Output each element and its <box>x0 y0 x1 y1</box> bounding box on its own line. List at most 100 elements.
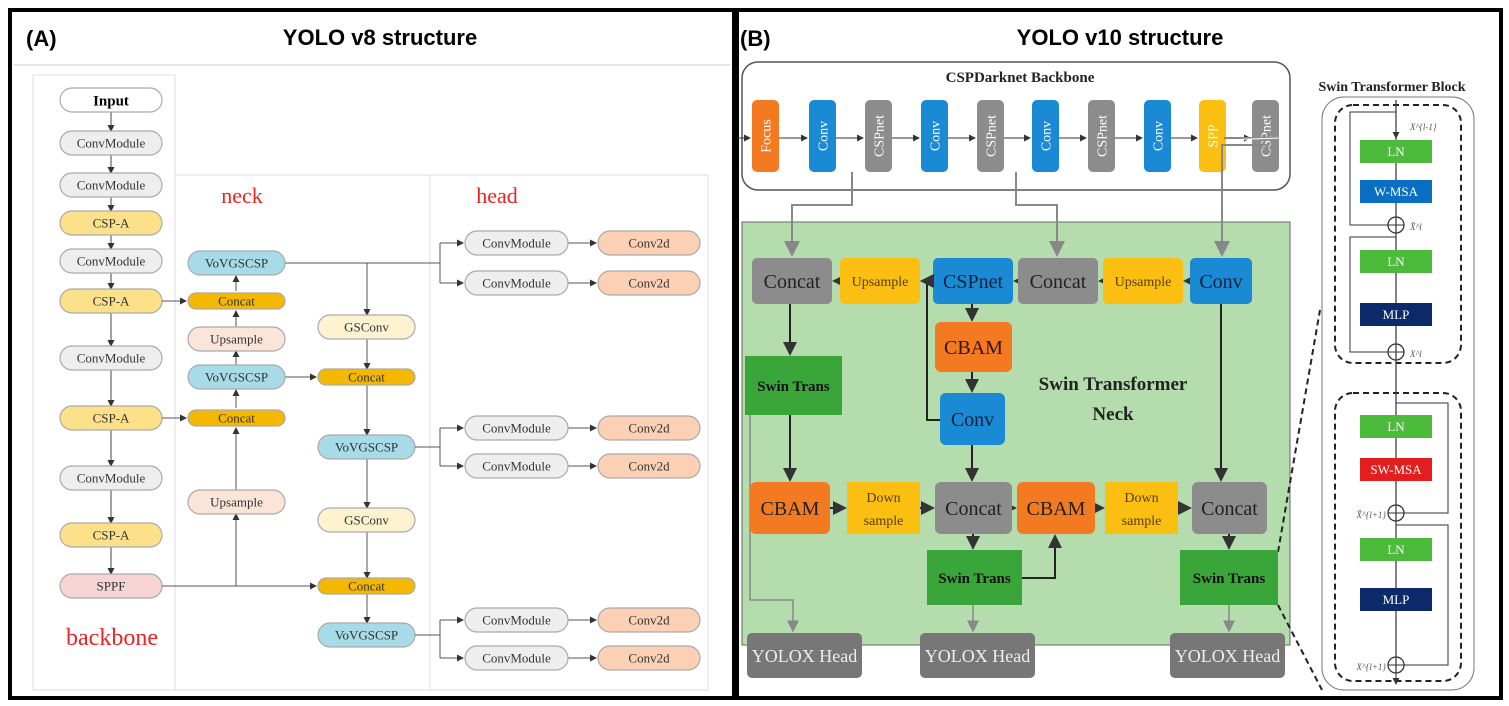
head-convmodule-4-shape <box>464 607 569 633</box>
connector-arrow <box>1224 137 1279 140</box>
backbone-node-10[interactable]: SPPF <box>59 573 163 599</box>
neck-row1-node-0[interactable]: Concat <box>752 258 832 304</box>
neck-row2-node-0[interactable]: CBAM <box>750 482 830 534</box>
swin-block-mlp-3[interactable]: MLP <box>1360 303 1432 326</box>
head-convmodule-2-label: ConvModule <box>482 421 551 436</box>
neck-col2-node-5[interactable]: VoVGSCSP <box>317 622 416 648</box>
head-convmodule-3[interactable]: ConvModule <box>464 453 569 479</box>
head-conv2d-1-label: Conv2d <box>628 276 670 291</box>
neck-cbam-mid-label: CBAM <box>944 337 1003 359</box>
head-convmodule-3-label: ConvModule <box>482 459 551 474</box>
neck-row2-node-2[interactable]: Concat <box>935 482 1012 534</box>
swin-block-ln-0[interactable]: LN <box>1360 140 1432 163</box>
head-conv2d-2[interactable]: Conv2d <box>597 415 701 441</box>
yolox-head-0[interactable]: YOLOX Head <box>747 633 862 678</box>
swin-trans-right[interactable]: Swin Trans <box>1180 550 1278 605</box>
backbone-block-6[interactable]: CSPnet <box>1088 100 1115 172</box>
backbone-node-0[interactable]: Input <box>59 87 163 113</box>
backbone-node-0-shape <box>59 87 163 113</box>
yolox-head-2[interactable]: YOLOX Head <box>1170 633 1285 678</box>
neck-row1-node-2[interactable]: CSPnet <box>933 258 1013 304</box>
residual-add-icon <box>1387 504 1405 522</box>
neck-row1-node-3-shape <box>1018 258 1098 304</box>
swin-trans-mid-label: Swin Trans <box>938 571 1011 587</box>
swin-block-ln-4-shape <box>1360 415 1432 438</box>
backbone-block-7[interactable]: Conv <box>1144 100 1171 172</box>
yolox-head-1[interactable]: YOLOX Head <box>920 633 1035 678</box>
neck-col2-node-3[interactable]: GSConv <box>317 507 416 533</box>
neck-col1-node-2-label: Upsample <box>210 332 263 347</box>
backbone-block-3[interactable]: Conv <box>921 100 948 172</box>
backbone-block-0[interactable]: Focus <box>752 100 779 172</box>
head-conv2d-3[interactable]: Conv2d <box>597 453 701 479</box>
backbone-node-8[interactable]: ConvModule <box>59 465 163 491</box>
head-convmodule-5[interactable]: ConvModule <box>464 645 569 671</box>
neck-col1-node-2[interactable]: Upsample <box>187 326 286 352</box>
backbone-node-7[interactable]: CSP-A <box>59 405 163 431</box>
neck-col2-node-1[interactable]: Concat <box>317 368 416 386</box>
neck-col1-node-5[interactable]: Upsample <box>187 489 286 515</box>
neck-row1-node-4[interactable]: Upsample <box>1103 258 1183 304</box>
neck-row2-node-3[interactable]: CBAM <box>1017 482 1095 534</box>
neck-col1-node-3[interactable]: VoVGSCSP <box>187 364 286 390</box>
backbone-block-9-shape <box>1252 100 1279 172</box>
backbone-block-8-shape <box>1199 100 1226 172</box>
neck-row2-node-5[interactable]: Concat <box>1192 482 1267 534</box>
backbone-node-3[interactable]: CSP-A <box>59 210 163 236</box>
backbone-block-8[interactable]: SPP <box>1199 100 1226 172</box>
tensor-symbol: X^{l+1} <box>1355 662 1386 672</box>
head-convmodule-2[interactable]: ConvModule <box>464 415 569 441</box>
head-convmodule-4[interactable]: ConvModule <box>464 607 569 633</box>
backbone-node-0-label: Input <box>93 93 129 109</box>
backbone-node-1[interactable]: ConvModule <box>59 130 163 156</box>
neck-col1-node-0[interactable]: VoVGSCSP <box>187 250 286 276</box>
neck-col1-node-4[interactable]: Concat <box>187 409 286 427</box>
swin-block-ln-2[interactable]: LN <box>1360 250 1432 273</box>
swin-trans-mid[interactable]: Swin Trans <box>927 550 1022 605</box>
neck-col1-node-1[interactable]: Concat <box>187 292 286 310</box>
neck-cbam-mid[interactable]: CBAM <box>935 322 1012 372</box>
head-conv2d-4[interactable]: Conv2d <box>597 607 701 633</box>
backbone-node-6[interactable]: ConvModule <box>59 345 163 371</box>
backbone-node-7-label: CSP-A <box>93 411 130 426</box>
neck-col2-node-0[interactable]: GSConv <box>317 314 416 340</box>
backbone-block-5[interactable]: Conv <box>1032 100 1059 172</box>
backbone-block-4[interactable]: CSPnet <box>977 100 1004 172</box>
swin-block-mlp-7[interactable]: MLP <box>1360 588 1432 611</box>
neck-row1-node-3[interactable]: Concat <box>1018 258 1098 304</box>
swin-block-sw-msa-5[interactable]: SW-MSA <box>1360 458 1432 481</box>
head-conv2d-5[interactable]: Conv2d <box>597 645 701 671</box>
backbone-block-9[interactable]: CSPnet <box>1252 100 1279 172</box>
backbone-node-5[interactable]: CSP-A <box>59 288 163 314</box>
backbone-block-3-label: Conv <box>928 121 943 151</box>
neck-col2-node-4-shape <box>317 577 416 595</box>
neck-col2-node-4-label: Concat <box>348 579 385 594</box>
backbone-node-9[interactable]: CSP-A <box>59 522 163 548</box>
tensor-symbol: X̂^l <box>1409 222 1422 232</box>
swin-block-ln-6[interactable]: LN <box>1360 538 1432 561</box>
backbone-node-2[interactable]: ConvModule <box>59 172 163 198</box>
backbone-title: CSPDarknet Backbone <box>946 70 1095 86</box>
head-convmodule-1[interactable]: ConvModule <box>464 270 569 296</box>
neck-row1-node-0-label: Concat <box>764 271 821 293</box>
downsample-label-2: sample <box>864 514 904 529</box>
backbone-node-4[interactable]: ConvModule <box>59 248 163 274</box>
head-convmodule-3-shape <box>464 453 569 479</box>
neck-col2-node-2[interactable]: VoVGSCSP <box>317 434 416 460</box>
backbone-block-1[interactable]: Conv <box>809 100 836 172</box>
downsample-node-4[interactable]: Down sample <box>1105 482 1178 534</box>
neck-row1-node-1[interactable]: Upsample <box>840 258 920 304</box>
downsample-node-1[interactable]: Down sample <box>847 482 920 534</box>
backbone-block-2[interactable]: CSPnet <box>865 100 892 172</box>
swin-trans-left[interactable]: Swin Trans <box>745 356 842 415</box>
swin-block-ln-4[interactable]: LN <box>1360 415 1432 438</box>
neck-row1-node-5[interactable]: Conv <box>1190 258 1252 304</box>
head-convmodule-0[interactable]: ConvModule <box>464 230 569 256</box>
neck-conv-mid[interactable]: Conv <box>940 393 1005 445</box>
head-conv2d-1[interactable]: Conv2d <box>597 270 701 296</box>
backbone-node-6-label: ConvModule <box>77 351 146 366</box>
neck-col2-node-4[interactable]: Concat <box>317 577 416 595</box>
head-conv2d-0[interactable]: Conv2d <box>597 230 701 256</box>
swin-block-w-msa-1[interactable]: W-MSA <box>1360 180 1432 203</box>
swin-block-ln-4-label: LN <box>1387 419 1405 434</box>
